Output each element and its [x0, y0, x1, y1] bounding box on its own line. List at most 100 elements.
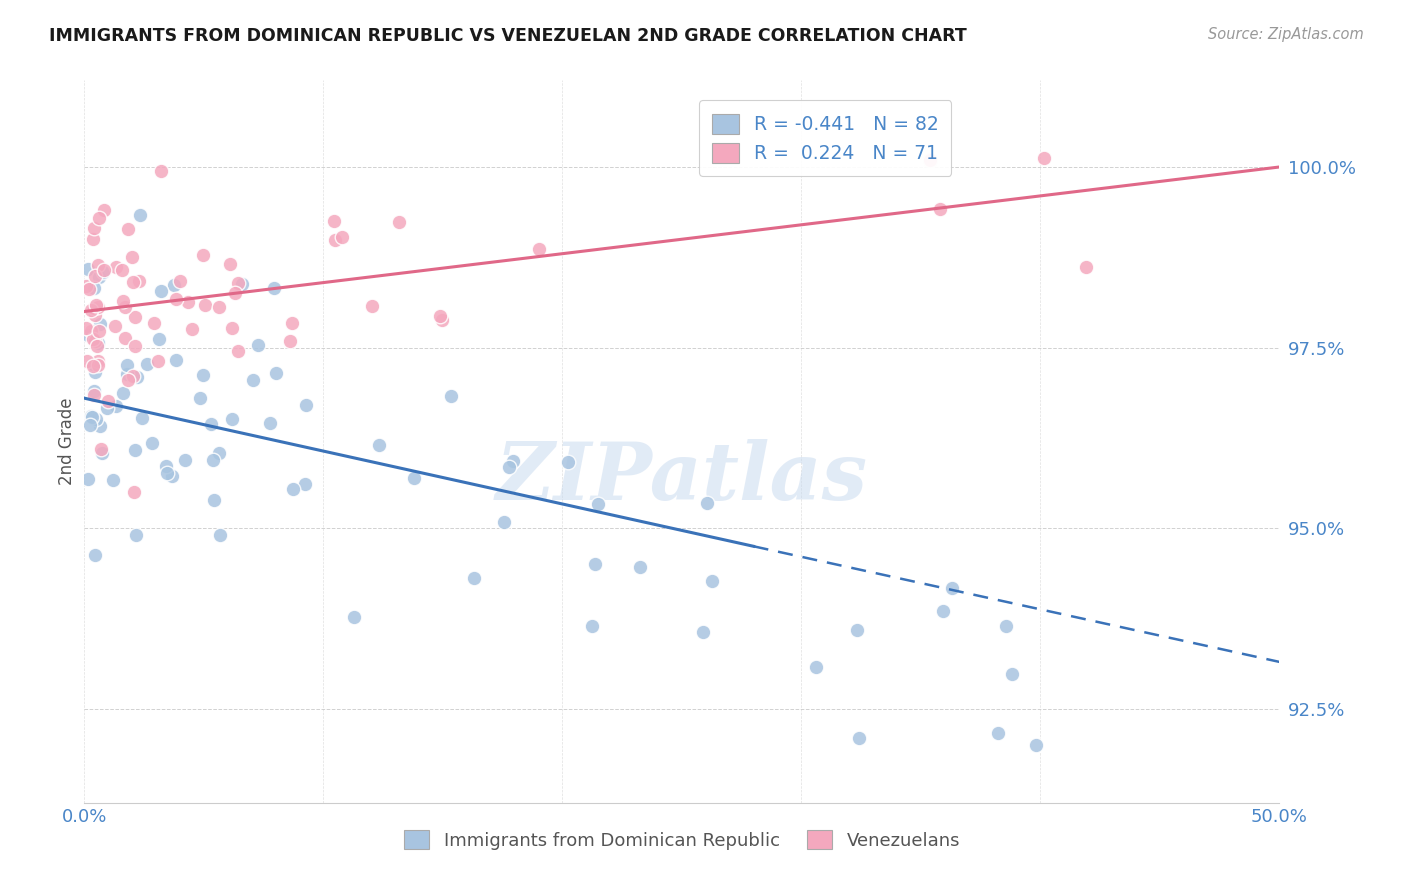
Point: [343, 609, 366, 624]
Point: [82, 232, 104, 246]
Point: [188, 391, 211, 405]
Point: [221, 412, 243, 426]
Point: [90, 442, 112, 456]
Point: [163, 278, 186, 293]
Point: [932, 604, 955, 618]
Point: [97, 393, 120, 408]
Text: Source: ZipAtlas.com: Source: ZipAtlas.com: [1208, 27, 1364, 42]
Point: [80, 409, 103, 424]
Point: [87, 336, 110, 351]
Point: [149, 285, 172, 299]
Point: [440, 388, 463, 402]
Point: [87, 337, 110, 351]
Point: [494, 515, 516, 529]
Point: [117, 221, 139, 235]
Point: [114, 301, 136, 315]
Point: [994, 619, 1017, 633]
Point: [929, 202, 952, 216]
Point: [91, 446, 114, 460]
Point: [208, 446, 231, 460]
Point: [219, 257, 242, 271]
Point: [281, 316, 304, 330]
Point: [692, 624, 714, 639]
Point: [430, 313, 453, 327]
Point: [117, 367, 139, 381]
Point: [202, 493, 225, 508]
Point: [75, 278, 97, 293]
Point: [180, 322, 202, 336]
Point: [124, 339, 146, 353]
Point: [125, 528, 148, 542]
Point: [75, 320, 97, 334]
Point: [201, 453, 224, 467]
Point: [76, 472, 98, 486]
Point: [165, 352, 187, 367]
Point: [117, 373, 139, 387]
Point: [84, 548, 107, 562]
Point: [80, 302, 103, 317]
Point: [845, 624, 868, 638]
Point: [918, 153, 941, 167]
Point: [360, 299, 382, 313]
Point: [628, 559, 651, 574]
Point: [86, 298, 108, 312]
Point: [226, 343, 249, 358]
Point: [1032, 151, 1054, 165]
Point: [1001, 667, 1024, 681]
Point: [150, 164, 173, 178]
Point: [84, 309, 107, 323]
Point: [804, 660, 827, 674]
Point: [104, 318, 127, 333]
Point: [259, 416, 281, 430]
Point: [231, 277, 253, 291]
Point: [986, 726, 1008, 740]
Point: [93, 262, 115, 277]
Point: [404, 470, 426, 484]
Point: [87, 325, 110, 339]
Point: [527, 242, 550, 256]
Point: [1074, 260, 1097, 274]
Point: [77, 328, 100, 343]
Point: [323, 233, 346, 247]
Point: [323, 214, 346, 228]
Point: [194, 298, 217, 312]
Point: [498, 460, 520, 475]
Point: [83, 301, 105, 315]
Point: [848, 731, 870, 746]
Point: [83, 281, 105, 295]
Point: [1025, 738, 1047, 752]
Point: [330, 230, 353, 244]
Point: [87, 358, 110, 372]
Point: [122, 275, 145, 289]
Point: [82, 357, 104, 371]
Point: [169, 274, 191, 288]
Point: [115, 359, 138, 373]
Point: [191, 368, 214, 383]
Point: [121, 250, 143, 264]
Point: [128, 274, 150, 288]
Point: [221, 321, 243, 335]
Point: [82, 332, 104, 346]
Point: [242, 373, 264, 387]
Point: [148, 354, 170, 368]
Point: [176, 295, 198, 310]
Point: [557, 455, 579, 469]
Point: [135, 357, 157, 371]
Point: [103, 473, 125, 487]
Point: [143, 316, 166, 330]
Point: [77, 262, 100, 277]
Point: [84, 268, 107, 283]
Point: [208, 528, 231, 542]
Point: [80, 409, 103, 424]
Point: [208, 300, 231, 314]
Point: [89, 419, 111, 434]
Point: [162, 469, 184, 483]
Point: [283, 483, 305, 497]
Point: [93, 202, 115, 217]
Point: [588, 497, 610, 511]
Point: [696, 496, 718, 510]
Point: [388, 215, 411, 229]
Point: [87, 300, 110, 314]
Point: [79, 418, 101, 433]
Point: [165, 292, 187, 306]
